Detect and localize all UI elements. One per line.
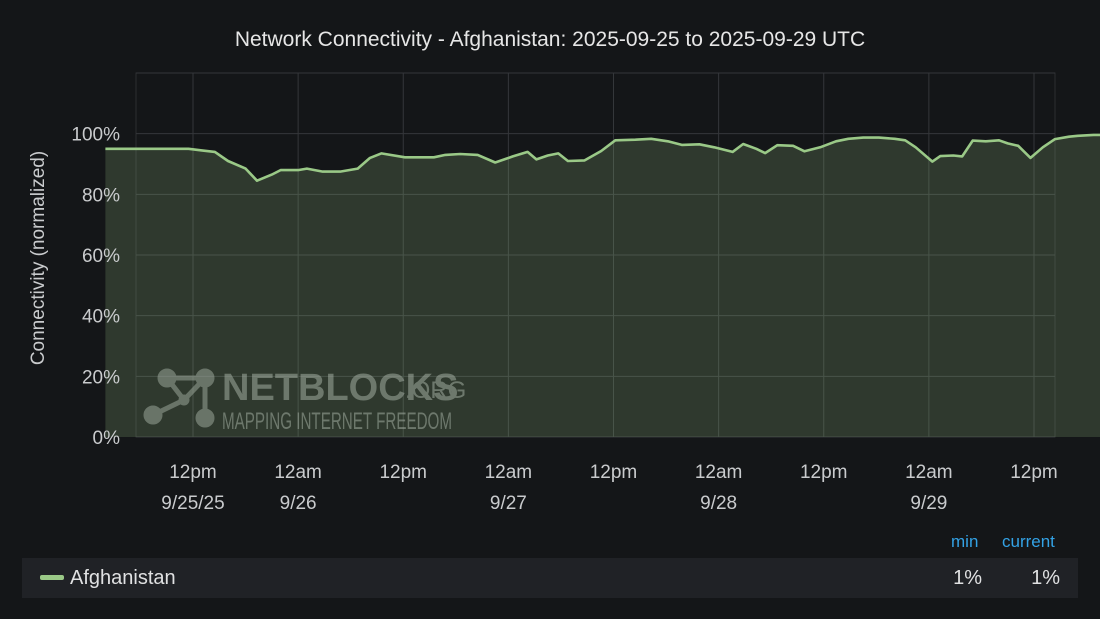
watermark-suffix: .ORG [405,377,466,404]
x-tick-date-label: 9/27 [490,493,527,514]
legend-header: min current [0,532,1100,556]
grid [135,72,1056,438]
legend-swatch [40,575,64,580]
legend-min-header[interactable]: min [951,532,979,551]
y-tick-label: 0% [93,428,121,449]
x-tick-date-label: 9/28 [700,493,737,514]
legend-min-value: 1% [953,567,982,589]
y-tick-label: 100% [71,125,120,146]
series-area-fill [105,134,1100,437]
legend-row[interactable]: Afghanistan 1% 1% [22,558,1078,598]
x-tick-label: 12pm [379,462,427,483]
netblocks-logo-icon [143,368,215,428]
watermark-tagline: MAPPING INTERNET FREEDOM [222,408,452,435]
legend-current-value: 1% [1031,567,1060,589]
x-tick-label: 12pm [800,462,848,483]
x-tick-label: 12am [274,462,322,483]
chart-area: NETBLOCKS .ORG MAPPING INTERNET FREEDOM … [28,72,1100,514]
y-axis-ticks: 0% 20% 40% 60% 80% 100% [71,125,120,449]
series-line [105,133,1100,182]
y-tick-label: 80% [82,185,120,206]
legend-current-header[interactable]: current [1002,532,1055,551]
chart-title: Network Connectivity - Afghanistan: 2025… [234,28,866,51]
x-tick-label: 12pm [169,462,217,483]
y-tick-label: 20% [82,367,120,388]
x-tick-label: 12am [905,462,953,483]
x-tick-date-label: 9/29 [910,493,947,514]
watermark-brand: NETBLOCKS [222,367,458,409]
x-tick-date-label: 9/25/25 [161,493,224,514]
x-tick-label: 12pm [1010,462,1058,483]
series-layer [105,133,1100,437]
x-tick-label: 12am [485,462,533,483]
x-tick-date-label: 9/26 [280,493,317,514]
watermark: NETBLOCKS .ORG MAPPING INTERNET FREEDOM [143,367,466,435]
x-tick-label: 12pm [590,462,638,483]
x-axis-ticks: 12pm 9/25/25 12am 9/26 12pm 12am 9/27 12pm 12am 9… [161,462,1057,514]
y-tick-label: 60% [82,246,120,267]
y-tick-label: 40% [82,307,120,328]
x-tick-label: 12am [695,462,743,483]
y-axis-title: Connectivity (normalized) [28,151,49,365]
legend-series-name: Afghanistan [70,567,176,589]
